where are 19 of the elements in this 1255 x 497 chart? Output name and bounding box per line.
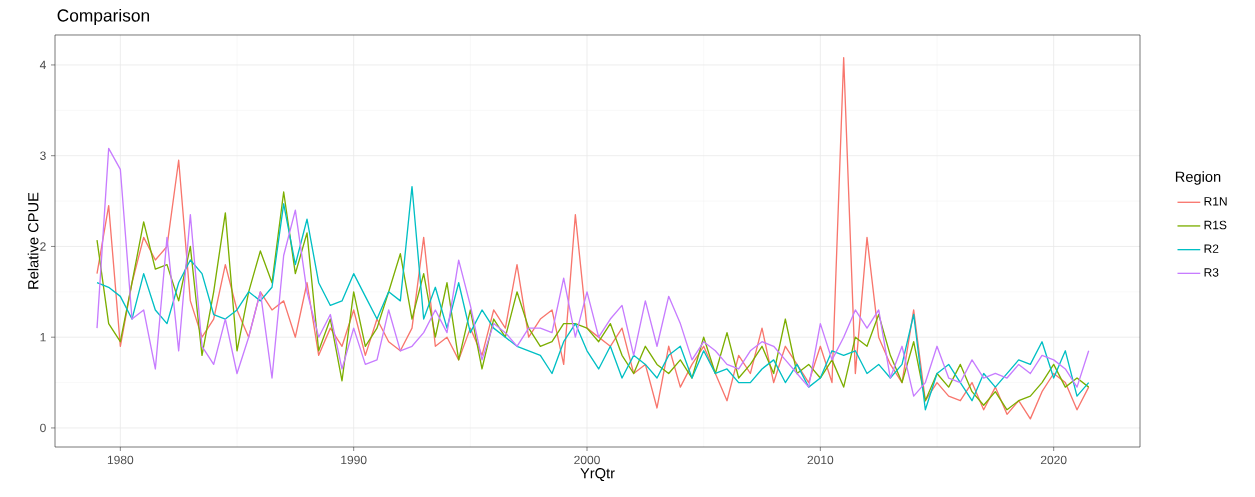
y-tick-label: 0 — [40, 423, 46, 433]
legend-label: R3 — [1204, 268, 1219, 277]
y-tick-label: 4 — [39, 60, 46, 70]
x-tick-label: 1990 — [341, 455, 367, 465]
legend-label: R1N — [1204, 197, 1227, 206]
y-tick-label: 3 — [40, 151, 46, 160]
x-tick-label: 2020 — [1040, 455, 1067, 465]
y-tick-label: 1 — [40, 333, 46, 342]
x-tick-label: 1980 — [107, 455, 134, 465]
x-axis-title: YrQtr — [580, 468, 615, 482]
legend-label: R1S — [1204, 220, 1227, 230]
line-series — [96, 147, 1090, 397]
x-tick-label: 2010 — [807, 455, 834, 465]
legend-label: R2 — [1204, 244, 1219, 253]
legend-title: Region — [1175, 171, 1221, 185]
chart-title: Comparison — [57, 8, 150, 26]
y-axis-title: Relative CPUE — [27, 192, 39, 289]
y-tick-label: 2 — [40, 242, 46, 251]
x-tick-label: 2000 — [574, 455, 600, 465]
